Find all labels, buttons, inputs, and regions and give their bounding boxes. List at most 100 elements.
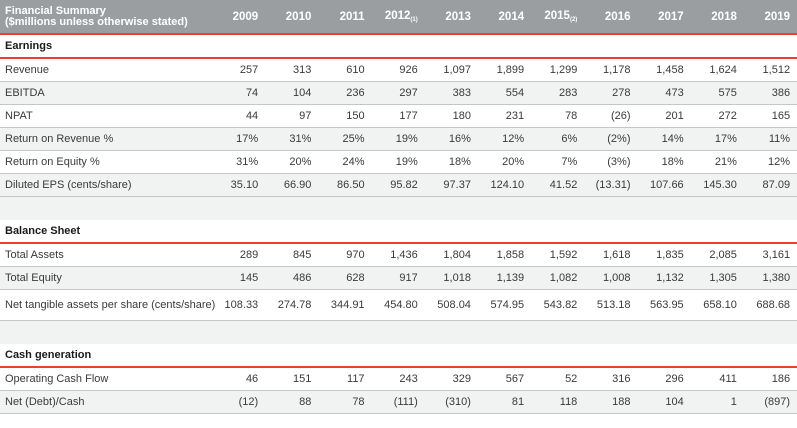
value-cell: 19%	[371, 127, 425, 151]
value-cell: 411	[690, 367, 744, 391]
value-cell: (111)	[371, 390, 425, 414]
value-cell: 24%	[318, 150, 372, 174]
year-label: 2016	[604, 10, 631, 23]
value-cell: 554	[477, 81, 532, 105]
value-cell: 297	[371, 81, 425, 105]
value-cell: 289	[212, 243, 266, 267]
value-cell: 1,305	[690, 266, 744, 290]
value-cell: 1,380	[743, 266, 797, 290]
value-cell: 81	[477, 390, 532, 414]
value-cell: 1,139	[477, 266, 532, 290]
table-row: Return on Revenue % 17% 31% 25% 19% 16% 12% 6%(…	[0, 127, 797, 151]
value-cell: 7%	[531, 150, 585, 174]
value-cell: 74	[212, 81, 266, 105]
value-cell: (897)	[743, 390, 797, 414]
table-body: Earnings Revenue 257 313 610 926 1,097 1,899 1,2…	[0, 34, 797, 414]
value-cell: 20%	[265, 150, 319, 174]
value-cell: 563.95	[637, 289, 691, 321]
value-cell: 25%	[318, 127, 372, 151]
year-footnote: (2)	[569, 17, 578, 23]
value-cell: 41.52	[531, 173, 585, 197]
financial-summary-table: Financial Summary ($millions unless other…	[0, 0, 797, 414]
value-cell: 231	[477, 104, 532, 128]
value-cell: 78	[531, 104, 585, 128]
header-row: Financial Summary ($millions unless other…	[0, 0, 797, 35]
row-label: Net (Debt)/Cash	[0, 390, 212, 414]
value-cell: 329	[424, 367, 478, 391]
value-cell: (13.31)	[584, 173, 638, 197]
value-cell: 316	[584, 367, 638, 391]
year-header: 2012(1)	[371, 0, 425, 35]
value-cell: 44	[212, 104, 266, 128]
table-row: Revenue 257 313 610 926 1,097 1,899 1,299 1,178 1…	[0, 58, 797, 82]
year-label: 2011	[339, 10, 365, 23]
value-cell: 104	[265, 81, 319, 105]
value-cell: (26)	[584, 104, 638, 128]
value-cell: 1	[690, 390, 744, 414]
value-cell: 18%	[637, 150, 691, 174]
section-header-row: Earnings	[0, 34, 797, 59]
year-label: 2017	[658, 10, 684, 23]
value-cell: 16%	[424, 127, 478, 151]
value-cell: 658.10	[690, 289, 744, 321]
value-cell: 486	[265, 266, 319, 290]
table-row: Net (Debt)/Cash (12) 88 78 (111) (310) 81 118 18…	[0, 390, 797, 414]
value-cell: 1,299	[531, 58, 585, 82]
row-label: Revenue	[0, 58, 212, 82]
value-cell: 108.33	[212, 289, 266, 321]
value-cell: 970	[318, 243, 372, 267]
value-cell: 567	[477, 367, 532, 391]
value-cell: 78	[318, 390, 372, 414]
value-cell: 86.50	[318, 173, 372, 197]
value-cell: 186	[743, 367, 797, 391]
value-cell: 1,132	[637, 266, 691, 290]
table-title-line2: ($millions unless otherwise stated)	[5, 15, 188, 28]
value-cell: (3%)	[584, 150, 638, 174]
value-cell: 473	[637, 81, 691, 105]
value-cell: 278	[584, 81, 638, 105]
value-cell: 1,899	[477, 58, 532, 82]
row-label: Return on Equity %	[0, 150, 212, 174]
year-header: 2009	[212, 0, 266, 35]
value-cell: 19%	[371, 150, 425, 174]
value-cell: 257	[212, 58, 266, 82]
value-cell: 14%	[637, 127, 691, 151]
year-header: 2011	[318, 0, 372, 35]
value-cell: 180	[424, 104, 478, 128]
value-cell: 97	[265, 104, 319, 128]
value-cell: 243	[371, 367, 425, 391]
value-cell: 1,458	[637, 58, 691, 82]
table-title: Financial Summary ($millions unless other…	[0, 0, 212, 35]
value-cell: 31%	[265, 127, 319, 151]
value-cell: 508.04	[424, 289, 478, 321]
value-cell: 454.80	[371, 289, 425, 321]
spacer-cell	[0, 196, 797, 220]
spacer-cell	[0, 320, 797, 344]
value-cell: 6%	[531, 127, 585, 151]
value-cell: 31%	[212, 150, 266, 174]
section-header-row: Cash generation	[0, 344, 797, 368]
value-cell: 95.82	[371, 173, 425, 197]
year-header: 2016	[584, 0, 638, 35]
value-cell: 2,085	[690, 243, 744, 267]
year-header: 2018	[690, 0, 744, 35]
year-header: 2015(2)	[531, 0, 585, 35]
value-cell: 296	[637, 367, 691, 391]
section-header-row: Balance Sheet	[0, 220, 797, 244]
value-cell: 118	[531, 390, 585, 414]
value-cell: 1,436	[371, 243, 425, 267]
value-cell: 917	[371, 266, 425, 290]
value-cell: 145.30	[690, 173, 744, 197]
value-cell: 21%	[690, 150, 744, 174]
row-label: Total Equity	[0, 266, 212, 290]
row-label: EBITDA	[0, 81, 212, 105]
row-label: Total Assets	[0, 243, 212, 267]
value-cell: 20%	[477, 150, 532, 174]
value-cell: 104	[637, 390, 691, 414]
value-cell: 926	[371, 58, 425, 82]
table-row: Diluted EPS (cents/share) 35.10 66.90 86.50…	[0, 173, 797, 197]
table-row: Total Assets 289 845 970 1,436 1,804 1,858 1,59…	[0, 243, 797, 267]
year-label: 2019	[764, 10, 791, 23]
table-row: Total Equity 145 486 628 917 1,018 1,139 1,082 1…	[0, 266, 797, 290]
section-title: Cash generation	[0, 344, 797, 368]
